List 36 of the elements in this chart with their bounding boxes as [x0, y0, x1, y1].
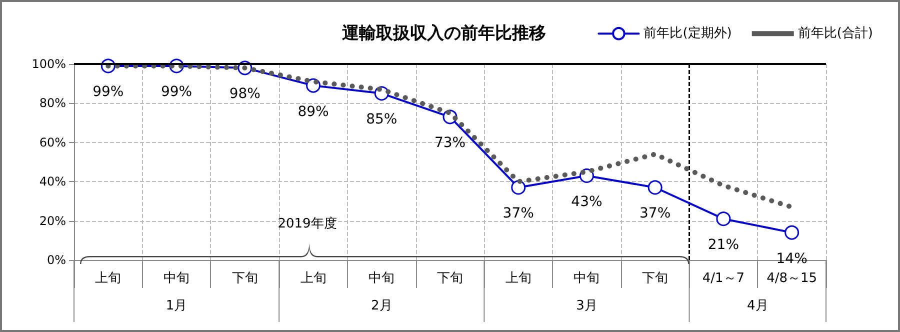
data-label: 73%	[434, 135, 466, 152]
data-label: 37%	[502, 206, 534, 222]
data-label: 43%	[571, 194, 602, 210]
x-tick-label: 下旬	[437, 271, 463, 286]
y-tick-label: 40%	[39, 174, 66, 189]
data-label: 98%	[229, 86, 260, 102]
data-label: 89%	[298, 104, 329, 120]
legend-label: 前年比(合計)	[798, 26, 874, 42]
data-label: 14%	[776, 250, 808, 267]
x-tick-label: 上旬	[505, 271, 532, 286]
text: 4月	[746, 298, 768, 314]
legend-label: 前年比(定期外)	[644, 26, 732, 42]
text: 3月	[576, 298, 598, 314]
data-label: 99%	[92, 84, 124, 100]
y-tick-label: 100%	[32, 57, 66, 71]
text: 1月	[166, 298, 188, 314]
x-tick-label: 中旬	[574, 271, 600, 286]
data-label: 85%	[366, 112, 398, 128]
data-label: 99%	[160, 84, 192, 100]
y-tick-label: 60%	[39, 135, 66, 150]
text: 2月	[370, 298, 392, 314]
x-tick-label: 中旬	[368, 271, 395, 286]
y-tick-label: 0%	[46, 253, 66, 267]
data-label: 21%	[708, 237, 740, 254]
x-tick-label: 中旬	[164, 271, 190, 286]
x-tick-label: 下旬	[642, 271, 668, 286]
x-tick-label: 4/1～7	[702, 271, 745, 286]
x-tick-label: 上旬	[95, 271, 122, 286]
y-tick-label: 20%	[39, 214, 66, 228]
x-tick-label: 4/8～15	[766, 271, 818, 286]
chart-title: 運輸取扱収入の前年比推移	[341, 24, 546, 44]
y-tick-label: 80%	[39, 96, 66, 110]
x-tick-label: 上旬	[300, 271, 326, 286]
x-tick-label: 下旬	[232, 271, 258, 286]
annotation: 2019年度	[278, 216, 337, 232]
data-label: 37%	[640, 206, 671, 222]
